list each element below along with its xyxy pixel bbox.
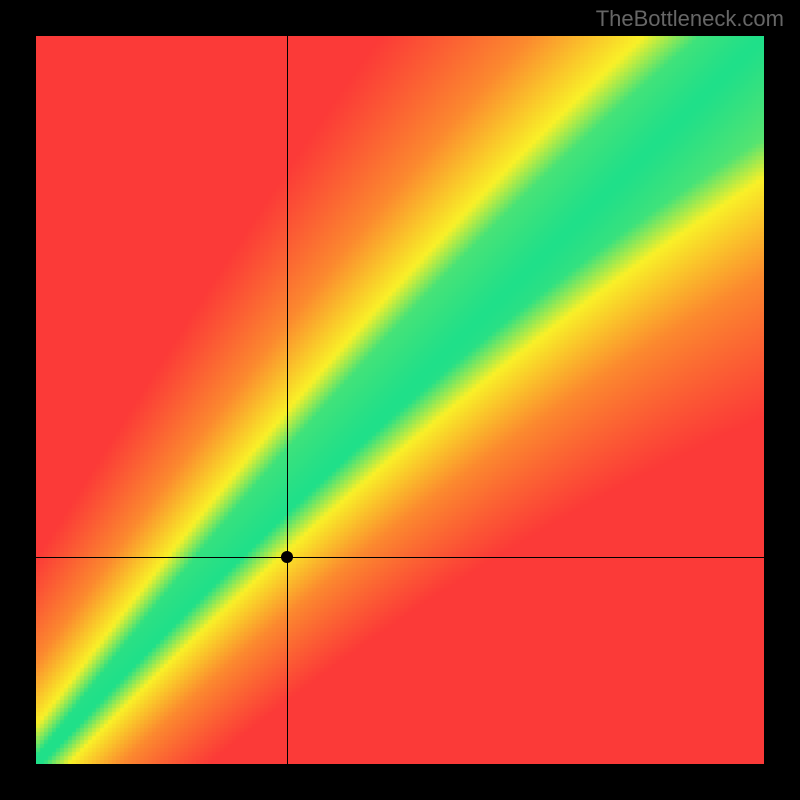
crosshair-vertical: [287, 36, 288, 764]
heatmap-canvas: [36, 36, 764, 764]
crosshair-marker: [281, 551, 293, 563]
crosshair-horizontal: [36, 557, 764, 558]
heatmap-chart: [36, 36, 764, 764]
watermark: TheBottleneck.com: [596, 6, 784, 32]
